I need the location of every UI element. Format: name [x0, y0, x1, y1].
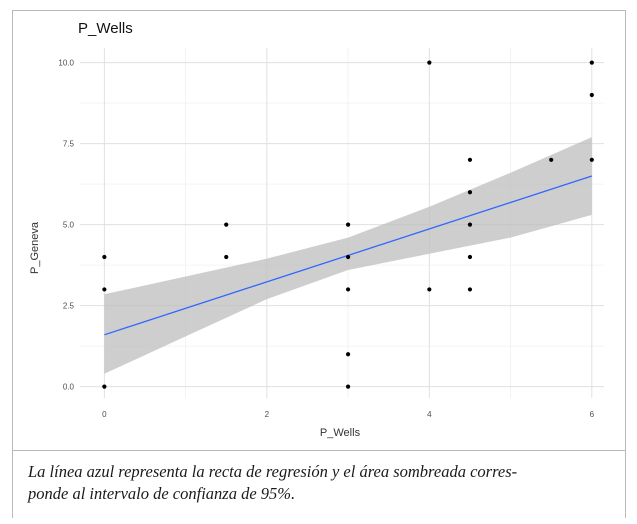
y-axis-label: P_Geneva [29, 221, 41, 274]
y-tick-label: 5.0 [63, 221, 75, 230]
figure-frame [12, 10, 626, 518]
caption-line-2: ponde al intervalo de confianza de 95%. [28, 484, 296, 503]
data-point [102, 384, 107, 389]
x-tick-label: 6 [590, 410, 595, 419]
data-point [467, 254, 473, 260]
data-point [589, 157, 594, 162]
data-point [345, 384, 351, 389]
data-point [345, 254, 351, 260]
data-points [102, 60, 594, 389]
data-point [345, 352, 351, 357]
x-tick-label: 4 [427, 410, 432, 419]
caption-line-1: La línea azul representa la recta de reg… [28, 462, 518, 481]
x-tick-label: 2 [265, 410, 270, 419]
y-tick-label: 7.5 [63, 140, 75, 149]
y-tick-label: 2.5 [63, 302, 75, 311]
data-point [589, 92, 594, 98]
y-tick-label: 10.0 [58, 59, 74, 68]
data-point [467, 287, 473, 292]
data-point [102, 254, 107, 260]
caption-divider [13, 450, 625, 451]
data-point [224, 254, 229, 260]
data-point [467, 190, 473, 195]
data-point [427, 287, 432, 292]
y-tick-label: 0.0 [63, 383, 75, 392]
data-point [224, 222, 229, 227]
data-point [345, 287, 351, 292]
data-point [549, 157, 554, 162]
chart-title: P_Wells [78, 20, 133, 37]
data-point [345, 222, 351, 227]
x-axis-label: P_Wells [320, 427, 361, 439]
data-point [102, 287, 107, 292]
x-tick-labels: 0 2 4 6 [102, 410, 594, 419]
data-point [589, 60, 594, 65]
data-point [467, 157, 473, 162]
data-point [467, 222, 473, 227]
data-point [427, 60, 432, 65]
y-tick-labels: 0.0 2.5 5.0 7.5 10.0 [58, 59, 74, 392]
figure-caption: La línea azul representa la recta de reg… [28, 461, 618, 505]
x-tick-label: 0 [102, 410, 107, 419]
